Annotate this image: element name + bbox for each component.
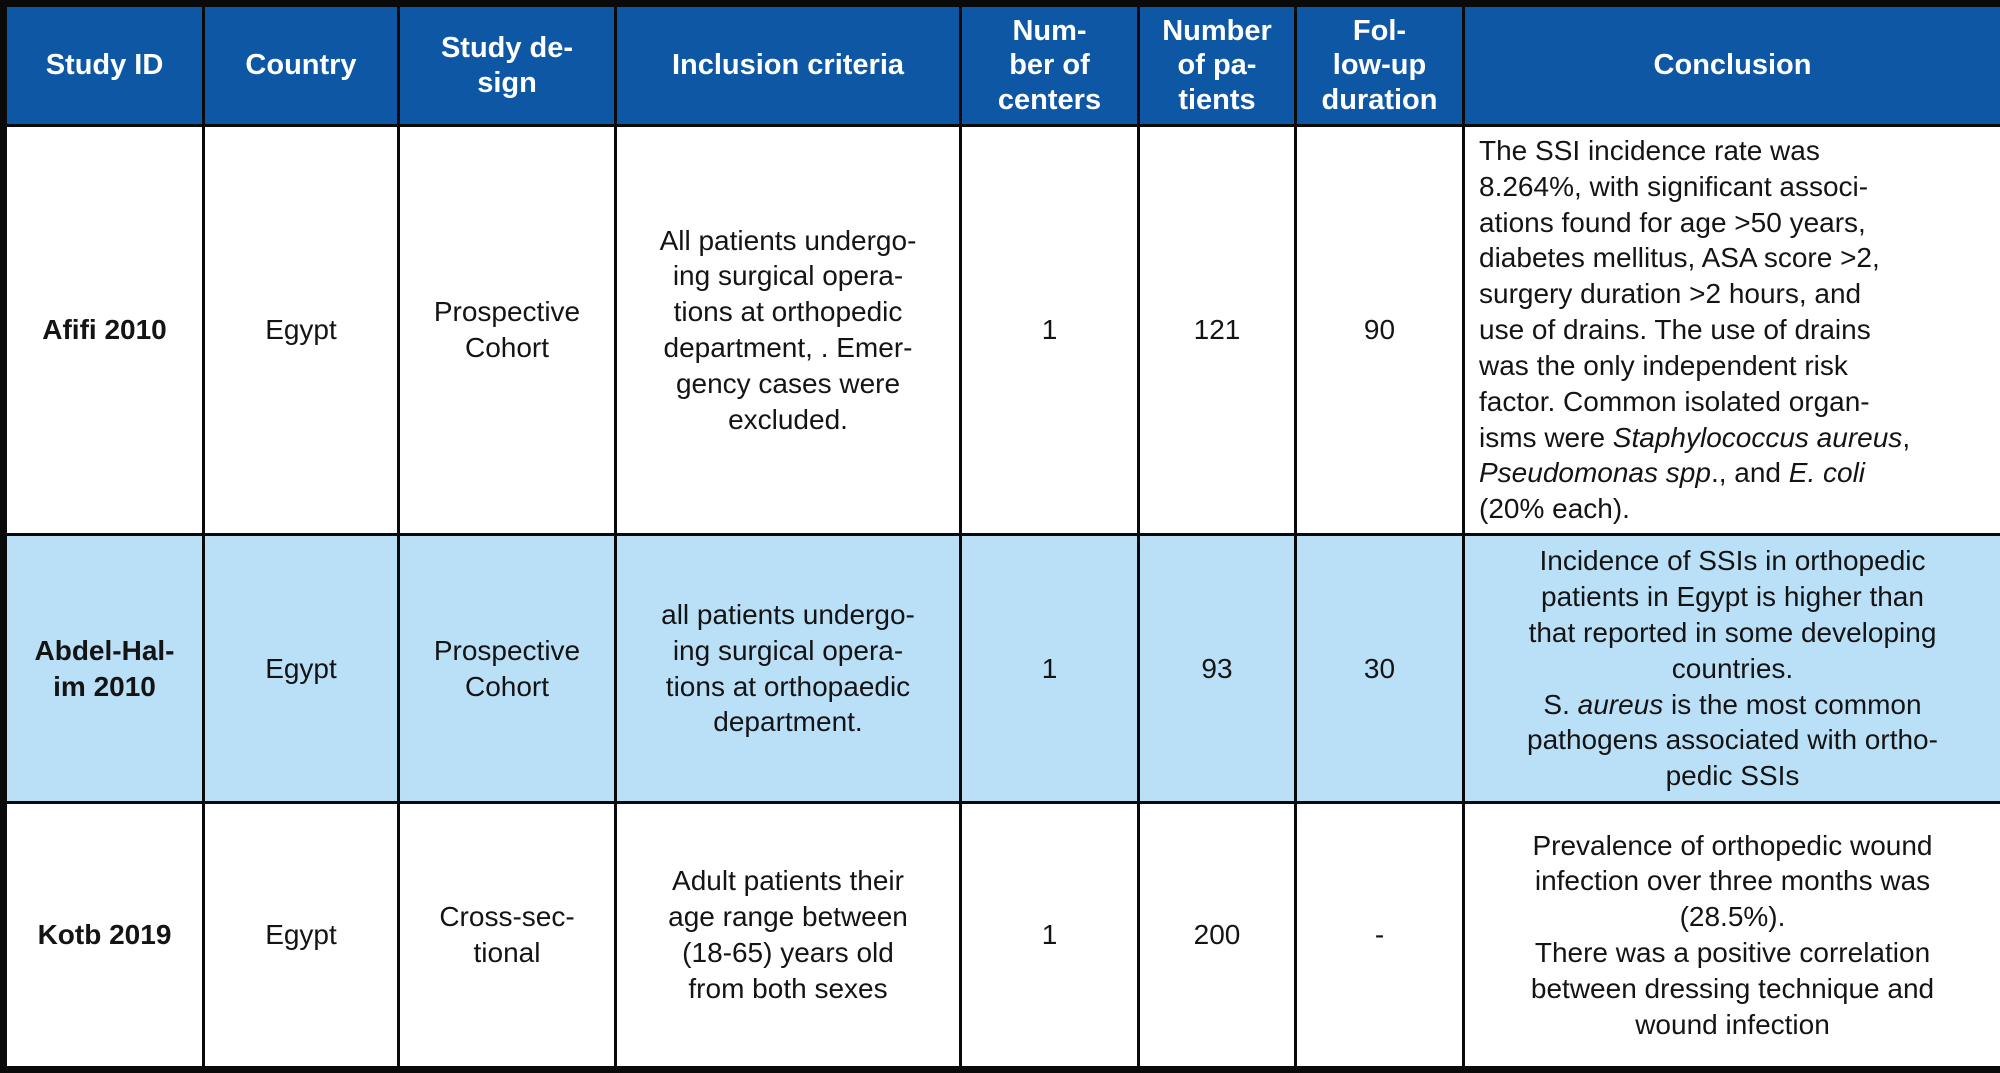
column-header-study-design: Study de- sign bbox=[399, 4, 616, 126]
table-header: Study ID Country Study de- sign Inclusio… bbox=[4, 4, 2000, 126]
cell-num-patients: 121 bbox=[1139, 126, 1296, 535]
column-header-inclusion-criteria: Inclusion criteria bbox=[616, 4, 961, 126]
cell-followup-duration: 90 bbox=[1296, 126, 1464, 535]
column-header-followup-duration: Fol- low-up duration bbox=[1296, 4, 1464, 126]
cell-study-id: Abdel-Hal- im 2010 bbox=[4, 535, 204, 803]
cell-study-design: Prospective Cohort bbox=[399, 535, 616, 803]
table-row-kotb-2019: Kotb 2019 Egypt Cross-sec- tional Adult … bbox=[4, 803, 2000, 1070]
cell-country: Egypt bbox=[204, 535, 399, 803]
column-header-conclusion: Conclusion bbox=[1464, 4, 2000, 126]
cell-inclusion-criteria: all patients undergo- ing surgical opera… bbox=[616, 535, 961, 803]
cell-country: Egypt bbox=[204, 126, 399, 535]
cell-study-design: Prospective Cohort bbox=[399, 126, 616, 535]
cell-num-patients: 200 bbox=[1139, 803, 1296, 1070]
cell-conclusion: Prevalence of orthopedic wound infection… bbox=[1464, 803, 2000, 1070]
column-header-country: Country bbox=[204, 4, 399, 126]
cell-conclusion: Incidence of SSIs in orthopedic patients… bbox=[1464, 535, 2000, 803]
column-header-num-centers: Num- ber of centers bbox=[961, 4, 1139, 126]
cell-inclusion-criteria: All patients undergo- ing surgical opera… bbox=[616, 126, 961, 535]
cell-inclusion-criteria: Adult patients their age range between (… bbox=[616, 803, 961, 1070]
table-row-afifi-2010: Afifi 2010 Egypt Prospective Cohort All … bbox=[4, 126, 2000, 535]
cell-study-id: Afifi 2010 bbox=[4, 126, 204, 535]
cell-followup-duration: 30 bbox=[1296, 535, 1464, 803]
cell-conclusion: The SSI incidence rate was 8.264%, with … bbox=[1464, 126, 2000, 535]
table-row-abdel-halim-2010: Abdel-Hal- im 2010 Egypt Prospective Coh… bbox=[4, 535, 2000, 803]
cell-num-centers: 1 bbox=[961, 535, 1139, 803]
cell-followup-duration: - bbox=[1296, 803, 1464, 1070]
cell-country: Egypt bbox=[204, 803, 399, 1070]
cell-study-design: Cross-sec- tional bbox=[399, 803, 616, 1070]
cell-study-id: Kotb 2019 bbox=[4, 803, 204, 1070]
column-header-study-id: Study ID bbox=[4, 4, 204, 126]
header-row: Study ID Country Study de- sign Inclusio… bbox=[4, 4, 2000, 126]
column-header-num-patients: Number of pa- tients bbox=[1139, 4, 1296, 126]
cell-num-centers: 1 bbox=[961, 126, 1139, 535]
cell-num-centers: 1 bbox=[961, 803, 1139, 1070]
table-body: Afifi 2010 Egypt Prospective Cohort All … bbox=[4, 126, 2000, 1070]
cell-num-patients: 93 bbox=[1139, 535, 1296, 803]
